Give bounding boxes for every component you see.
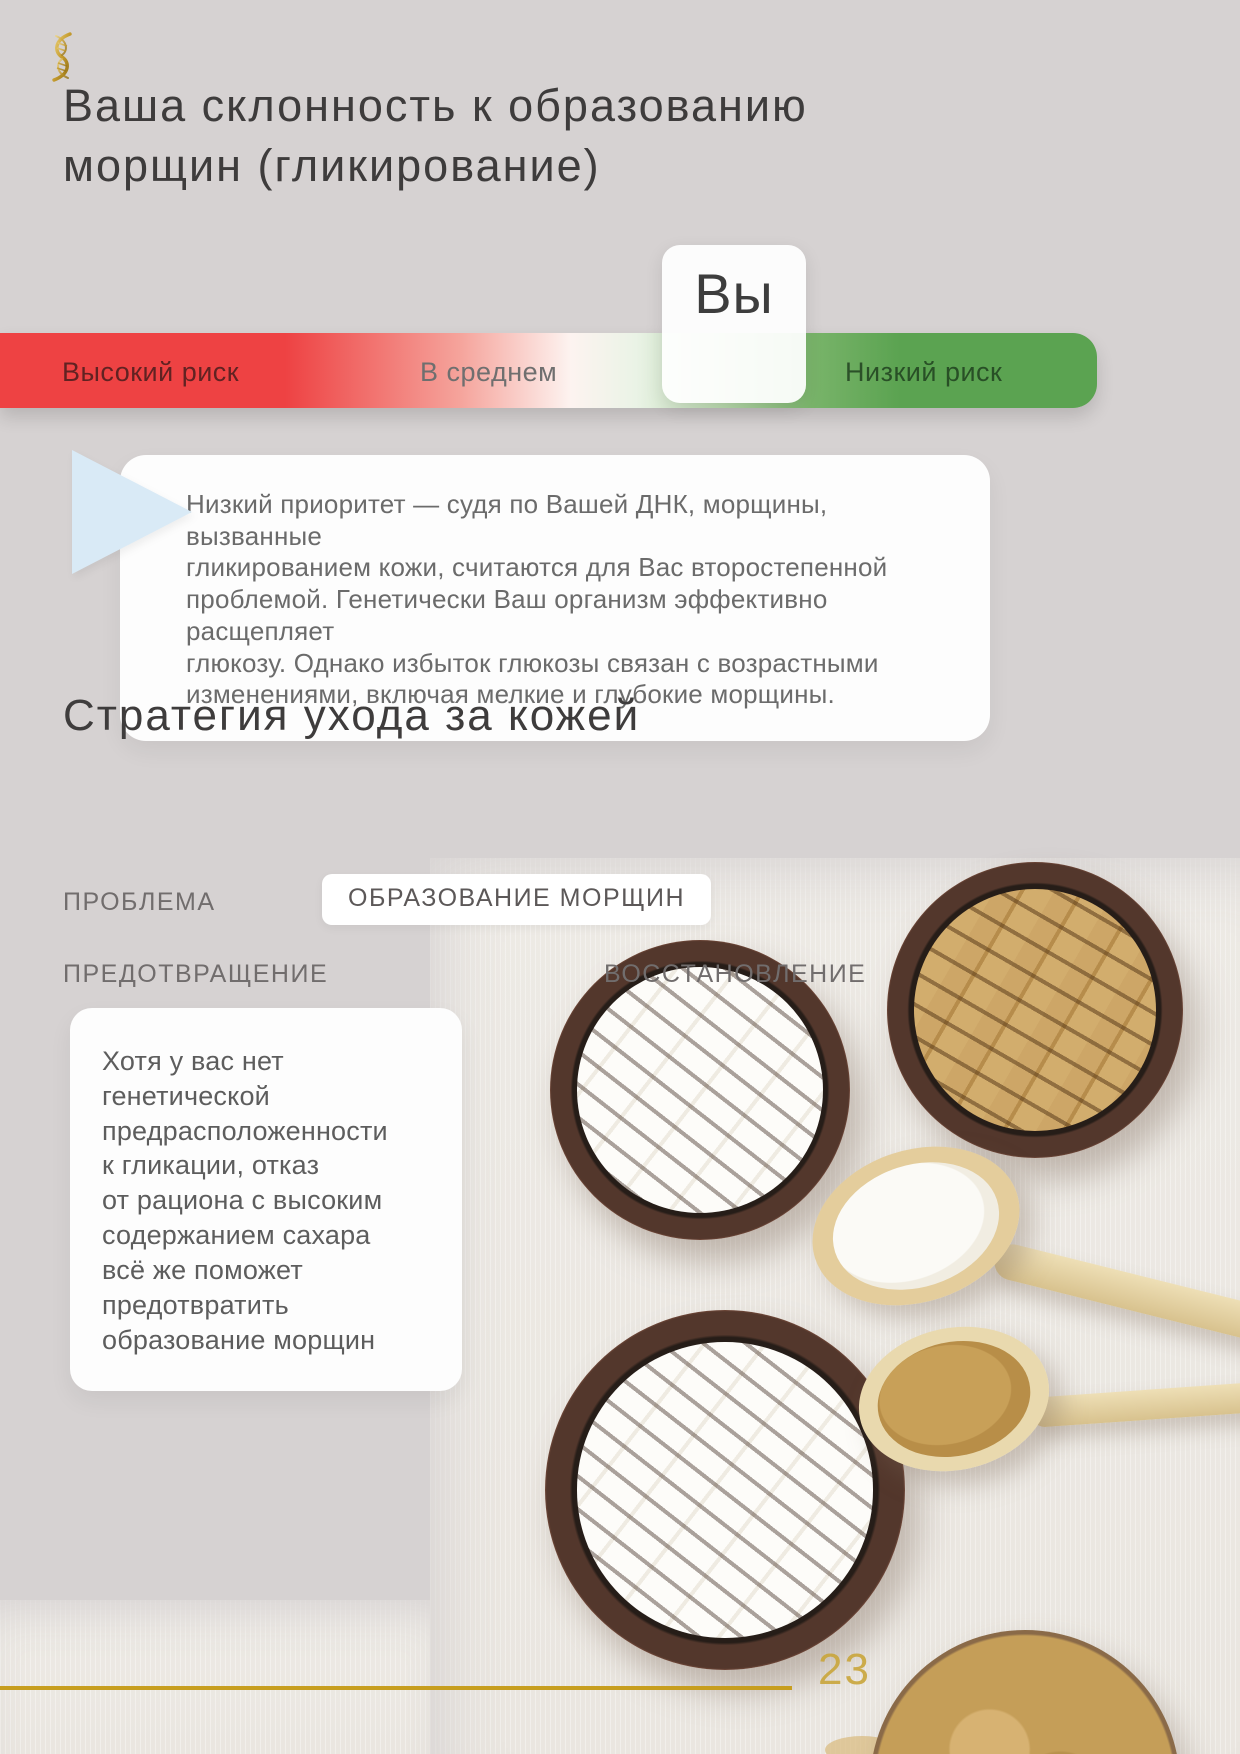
result-card: Низкий приоритет — судя по Вашей ДНК, мо… <box>120 455 990 742</box>
you-marker: Вы <box>662 245 806 403</box>
result-text: Низкий приоритет — судя по Вашей ДНК, мо… <box>186 489 888 710</box>
brown-sugar-spoon-handle <box>1028 1378 1240 1428</box>
you-marker-label: Вы <box>694 262 774 325</box>
pointer-triangle-icon <box>72 450 192 574</box>
prevention-text: Хотя у вас нет генетической предрасполож… <box>102 1046 388 1355</box>
risk-label-high: Высокий риск <box>62 357 240 387</box>
brown-sugar-powder-bowl <box>870 1630 1180 1754</box>
page-number: 23 <box>818 1645 871 1694</box>
white-sugar-granules <box>816 1141 1016 1311</box>
footer-divider-line <box>0 1686 792 1690</box>
risk-label-medium: В среднем <box>420 357 558 387</box>
restoration-label: ВОССТАНОВЛЕНИЕ <box>604 960 867 988</box>
problem-value-badge: ОБРАЗОВАНИЕ МОРЩИН <box>322 874 712 925</box>
dna-helix-icon <box>52 32 72 82</box>
problem-label: ПРОБЛЕМА <box>63 888 216 916</box>
white-sugar-cubes-bowl-top <box>550 940 850 1240</box>
sugar-photo-floor <box>0 1600 430 1754</box>
sugar-photo <box>430 858 1240 1754</box>
strategy-heading: Стратегия ухода за кожей <box>63 691 641 740</box>
brown-sugar-pile <box>907 1667 1143 1754</box>
prevention-label: ПРЕДОТВРАЩЕНИЕ <box>63 960 329 988</box>
risk-gradient-bar: Высокий риск В среднем Низкий риск <box>0 333 1097 408</box>
white-sugar-cubes-bowl-bottom <box>545 1310 905 1670</box>
white-sugar-spoon-handle <box>990 1240 1240 1353</box>
white-sugar-cubes <box>577 1342 873 1638</box>
prevention-card: Хотя у вас нет генетической предрасполож… <box>70 1008 462 1392</box>
brown-sugar-cubes-bowl <box>887 862 1183 1158</box>
page-title: Ваша склонность к образованию морщин (гл… <box>63 80 808 191</box>
brown-sugar-granules <box>867 1327 1041 1471</box>
risk-label-low: Низкий риск <box>845 357 1003 387</box>
brown-sugar-cubes <box>913 888 1157 1132</box>
white-sugar-cubes <box>577 967 823 1213</box>
